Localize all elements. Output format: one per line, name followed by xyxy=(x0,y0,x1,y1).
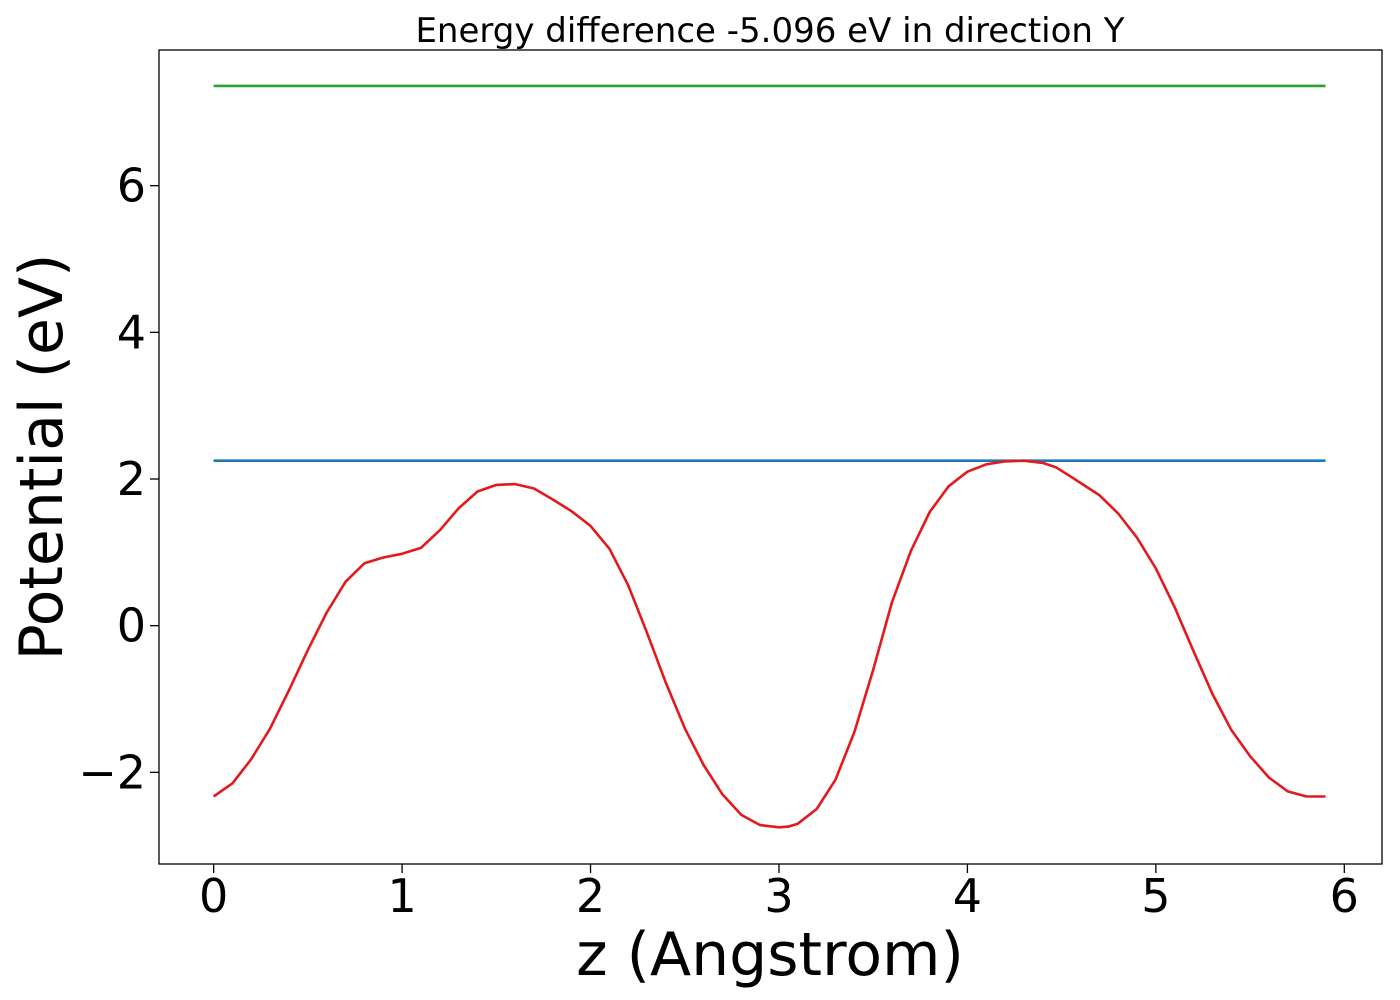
x-tick-label: 0 xyxy=(199,869,228,923)
y-tick-label: 6 xyxy=(117,159,146,213)
series-line-2 xyxy=(212,459,1326,829)
y-tick-label: 0 xyxy=(117,599,146,653)
y-axis-label: Potential (eV) xyxy=(7,254,77,661)
y-tick-label: 2 xyxy=(117,452,146,506)
chart-title: Energy difference -5.096 eV in direction… xyxy=(415,11,1124,51)
x-tick-label: 5 xyxy=(1141,869,1170,923)
plot-frame xyxy=(158,49,1383,865)
x-ticks: 0 1 2 3 4 5 6 xyxy=(199,864,1359,923)
x-tick-label: 4 xyxy=(953,869,982,923)
y-tick-label: 4 xyxy=(117,305,146,359)
x-tick-label: 2 xyxy=(576,869,605,923)
x-tick-label: 3 xyxy=(764,869,793,923)
x-tick-label: 1 xyxy=(387,869,416,923)
y-ticks: −2 0 2 4 6 xyxy=(78,159,159,799)
x-tick-label: 6 xyxy=(1330,869,1359,923)
plot-lines xyxy=(212,84,1326,829)
y-tick-label: −2 xyxy=(78,745,146,799)
x-axis-label: z (Angstrom) xyxy=(576,920,964,990)
